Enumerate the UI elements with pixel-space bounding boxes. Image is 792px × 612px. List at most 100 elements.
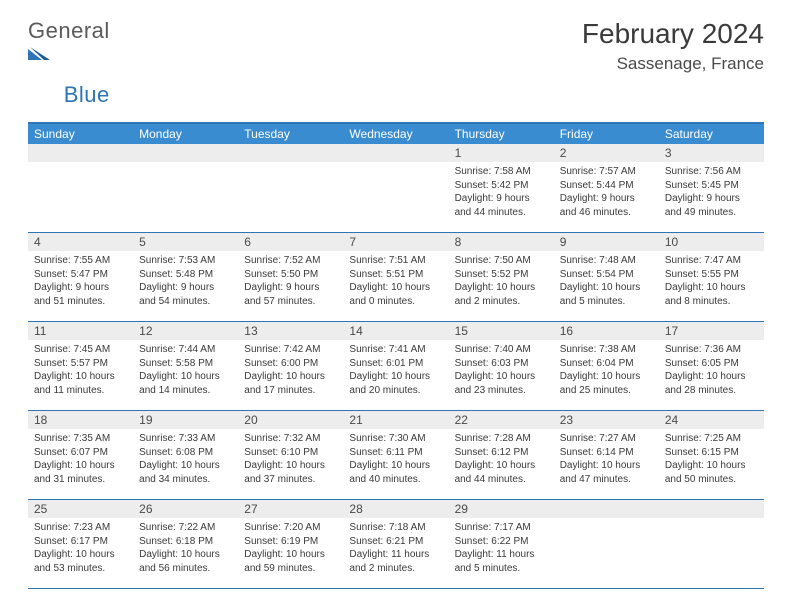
day-number: 21 (343, 411, 448, 429)
day-number: 23 (554, 411, 659, 429)
day-number: 5 (133, 233, 238, 251)
calendar-cell: 12Sunrise: 7:44 AMSunset: 5:58 PMDayligh… (133, 322, 238, 410)
calendar-cell: 21Sunrise: 7:30 AMSunset: 6:11 PMDayligh… (343, 411, 448, 499)
day-details: Sunrise: 7:55 AMSunset: 5:47 PMDaylight:… (28, 251, 133, 312)
day-details: Sunrise: 7:52 AMSunset: 5:50 PMDaylight:… (238, 251, 343, 312)
day-number: 10 (659, 233, 764, 251)
day-details: Sunrise: 7:32 AMSunset: 6:10 PMDaylight:… (238, 429, 343, 490)
day-number: 24 (659, 411, 764, 429)
day-details: Sunrise: 7:20 AMSunset: 6:19 PMDaylight:… (238, 518, 343, 579)
day-number: 4 (28, 233, 133, 251)
calendar-cell: 7Sunrise: 7:51 AMSunset: 5:51 PMDaylight… (343, 233, 448, 321)
day-number: 2 (554, 144, 659, 162)
day-details: Sunrise: 7:35 AMSunset: 6:07 PMDaylight:… (28, 429, 133, 490)
calendar-cell: 11Sunrise: 7:45 AMSunset: 5:57 PMDayligh… (28, 322, 133, 410)
calendar-cell: 19Sunrise: 7:33 AMSunset: 6:08 PMDayligh… (133, 411, 238, 499)
calendar-week: 18Sunrise: 7:35 AMSunset: 6:07 PMDayligh… (28, 411, 764, 500)
header: General Blue February 2024 Sassenage, Fr… (28, 18, 764, 108)
weekday-label: Friday (554, 124, 659, 144)
weekday-label: Tuesday (238, 124, 343, 144)
calendar-cell: 1Sunrise: 7:58 AMSunset: 5:42 PMDaylight… (449, 144, 554, 232)
day-number: 13 (238, 322, 343, 340)
day-number-empty (554, 500, 659, 518)
day-details: Sunrise: 7:44 AMSunset: 5:58 PMDaylight:… (133, 340, 238, 401)
calendar-cell: 26Sunrise: 7:22 AMSunset: 6:18 PMDayligh… (133, 500, 238, 588)
calendar-cell: 4Sunrise: 7:55 AMSunset: 5:47 PMDaylight… (28, 233, 133, 321)
day-number: 28 (343, 500, 448, 518)
day-details: Sunrise: 7:30 AMSunset: 6:11 PMDaylight:… (343, 429, 448, 490)
day-number: 19 (133, 411, 238, 429)
day-number: 25 (28, 500, 133, 518)
day-number: 29 (449, 500, 554, 518)
day-details: Sunrise: 7:27 AMSunset: 6:14 PMDaylight:… (554, 429, 659, 490)
calendar-cell: 28Sunrise: 7:18 AMSunset: 6:21 PMDayligh… (343, 500, 448, 588)
calendar-cell-empty (133, 144, 238, 232)
day-number-empty (659, 500, 764, 518)
day-details: Sunrise: 7:18 AMSunset: 6:21 PMDaylight:… (343, 518, 448, 579)
calendar-cell: 14Sunrise: 7:41 AMSunset: 6:01 PMDayligh… (343, 322, 448, 410)
calendar-cell-empty (238, 144, 343, 232)
day-number: 17 (659, 322, 764, 340)
day-details: Sunrise: 7:45 AMSunset: 5:57 PMDaylight:… (28, 340, 133, 401)
title-block: February 2024 Sassenage, France (582, 18, 764, 74)
day-details: Sunrise: 7:23 AMSunset: 6:17 PMDaylight:… (28, 518, 133, 579)
day-details: Sunrise: 7:58 AMSunset: 5:42 PMDaylight:… (449, 162, 554, 223)
calendar-cell: 15Sunrise: 7:40 AMSunset: 6:03 PMDayligh… (449, 322, 554, 410)
day-number: 3 (659, 144, 764, 162)
day-details: Sunrise: 7:56 AMSunset: 5:45 PMDaylight:… (659, 162, 764, 223)
weekday-label: Saturday (659, 124, 764, 144)
day-details: Sunrise: 7:41 AMSunset: 6:01 PMDaylight:… (343, 340, 448, 401)
day-number: 27 (238, 500, 343, 518)
calendar-cell: 24Sunrise: 7:25 AMSunset: 6:15 PMDayligh… (659, 411, 764, 499)
day-details: Sunrise: 7:51 AMSunset: 5:51 PMDaylight:… (343, 251, 448, 312)
calendar-cell: 8Sunrise: 7:50 AMSunset: 5:52 PMDaylight… (449, 233, 554, 321)
calendar-cell: 27Sunrise: 7:20 AMSunset: 6:19 PMDayligh… (238, 500, 343, 588)
weekday-label: Sunday (28, 124, 133, 144)
day-details: Sunrise: 7:57 AMSunset: 5:44 PMDaylight:… (554, 162, 659, 223)
month-title: February 2024 (582, 18, 764, 50)
brand-part1: General (28, 18, 110, 43)
day-number: 14 (343, 322, 448, 340)
calendar-cell-empty (554, 500, 659, 588)
brand-logo: General Blue (28, 18, 110, 108)
weekday-header: Sunday Monday Tuesday Wednesday Thursday… (28, 124, 764, 144)
day-details: Sunrise: 7:25 AMSunset: 6:15 PMDaylight:… (659, 429, 764, 490)
day-number: 11 (28, 322, 133, 340)
calendar-cell: 23Sunrise: 7:27 AMSunset: 6:14 PMDayligh… (554, 411, 659, 499)
calendar-cell: 10Sunrise: 7:47 AMSunset: 5:55 PMDayligh… (659, 233, 764, 321)
calendar-cell: 13Sunrise: 7:42 AMSunset: 6:00 PMDayligh… (238, 322, 343, 410)
day-details: Sunrise: 7:48 AMSunset: 5:54 PMDaylight:… (554, 251, 659, 312)
calendar-cell: 6Sunrise: 7:52 AMSunset: 5:50 PMDaylight… (238, 233, 343, 321)
day-number: 18 (28, 411, 133, 429)
day-number: 9 (554, 233, 659, 251)
location: Sassenage, France (582, 54, 764, 74)
day-number: 1 (449, 144, 554, 162)
calendar-body: 1Sunrise: 7:58 AMSunset: 5:42 PMDaylight… (28, 144, 764, 589)
day-number: 22 (449, 411, 554, 429)
day-details: Sunrise: 7:50 AMSunset: 5:52 PMDaylight:… (449, 251, 554, 312)
day-number: 20 (238, 411, 343, 429)
day-number-empty (238, 144, 343, 162)
day-number: 7 (343, 233, 448, 251)
day-details: Sunrise: 7:17 AMSunset: 6:22 PMDaylight:… (449, 518, 554, 579)
day-details: Sunrise: 7:47 AMSunset: 5:55 PMDaylight:… (659, 251, 764, 312)
weekday-label: Monday (133, 124, 238, 144)
calendar-cell: 29Sunrise: 7:17 AMSunset: 6:22 PMDayligh… (449, 500, 554, 588)
calendar-page: General Blue February 2024 Sassenage, Fr… (0, 0, 792, 607)
weekday-label: Thursday (449, 124, 554, 144)
calendar-cell: 25Sunrise: 7:23 AMSunset: 6:17 PMDayligh… (28, 500, 133, 588)
day-details: Sunrise: 7:53 AMSunset: 5:48 PMDaylight:… (133, 251, 238, 312)
calendar-week: 25Sunrise: 7:23 AMSunset: 6:17 PMDayligh… (28, 500, 764, 589)
calendar-week: 1Sunrise: 7:58 AMSunset: 5:42 PMDaylight… (28, 144, 764, 233)
day-details: Sunrise: 7:28 AMSunset: 6:12 PMDaylight:… (449, 429, 554, 490)
calendar-cell: 22Sunrise: 7:28 AMSunset: 6:12 PMDayligh… (449, 411, 554, 499)
brand-text: General Blue (28, 18, 110, 108)
calendar-cell: 18Sunrise: 7:35 AMSunset: 6:07 PMDayligh… (28, 411, 133, 499)
day-number: 26 (133, 500, 238, 518)
day-details: Sunrise: 7:42 AMSunset: 6:00 PMDaylight:… (238, 340, 343, 401)
brand-part2: Blue (64, 82, 110, 107)
day-number: 8 (449, 233, 554, 251)
day-details: Sunrise: 7:22 AMSunset: 6:18 PMDaylight:… (133, 518, 238, 579)
weekday-label: Wednesday (343, 124, 448, 144)
calendar-cell: 9Sunrise: 7:48 AMSunset: 5:54 PMDaylight… (554, 233, 659, 321)
